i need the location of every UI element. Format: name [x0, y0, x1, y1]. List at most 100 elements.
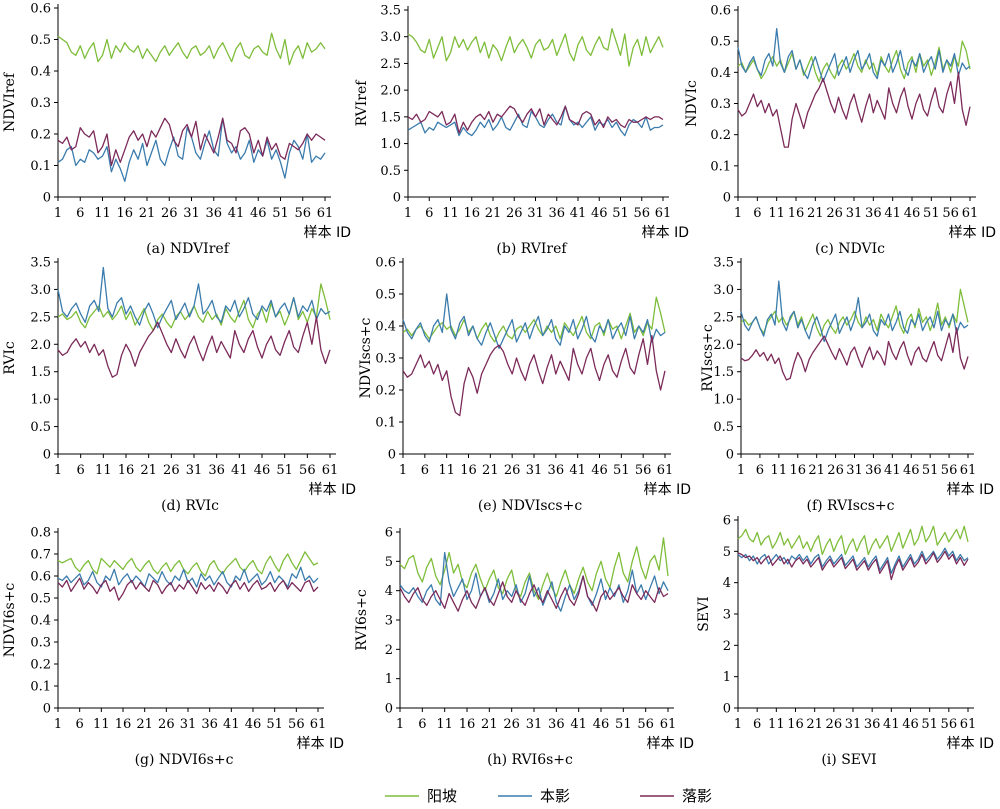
x-tick-label: 11: [438, 463, 455, 478]
x-tick-label: 6: [425, 206, 433, 221]
y-tick-label: 0.1: [710, 159, 731, 174]
y-axis-label: RVIc: [2, 341, 18, 375]
x-tick-label: 41: [569, 463, 586, 478]
y-tick-label: 2.5: [380, 57, 401, 72]
y-axis-label: SEVI: [696, 596, 712, 631]
x-tick-label: 21: [481, 717, 498, 732]
legend-label-cast: 落影: [682, 787, 712, 805]
x-tick-label: 31: [186, 463, 203, 478]
x-tick-label: 26: [826, 717, 843, 732]
x-tick-label: 36: [201, 717, 218, 732]
x-tick-label: 56: [633, 206, 650, 221]
x-tick-label: 6: [753, 206, 761, 221]
x-tick-label: 56: [294, 206, 311, 221]
chart-panel-e: 00.10.20.30.40.50.61 6 11 16 21 26 31 36 41 46 51 5…: [358, 256, 691, 515]
y-tick-label: 0.6: [30, 2, 51, 17]
y-tick-label: 1.5: [713, 365, 734, 380]
panel-caption: (e) NDVIscs+c: [478, 498, 582, 514]
x-tick-label: 46: [904, 206, 921, 221]
y-tick-label: 0: [43, 448, 51, 463]
x-tick-label: 36: [548, 206, 565, 221]
y-tick-label: 3.5: [30, 256, 51, 271]
y-tick-label: 1.0: [380, 137, 401, 152]
y-tick-label: 0.3: [710, 97, 731, 112]
series-line-sunny: [740, 288, 969, 337]
x-tick-label: 11: [93, 717, 110, 732]
x-tick-label: 36: [865, 463, 882, 478]
x-tick-label: 46: [593, 717, 610, 732]
y-tick-label: 1.5: [30, 365, 51, 380]
x-tick-label: 56: [942, 206, 959, 221]
x-tick-label: 11: [768, 206, 785, 221]
series-line-shadow: [740, 280, 969, 343]
x-tick-label: 11: [768, 717, 785, 732]
chart-panel-d: 00.51.01.52.02.53.03.51 6 11 16 21 26 31 36 41 46…: [2, 256, 356, 515]
x-tick-label: 16: [460, 463, 477, 478]
y-tick-label: 3.0: [30, 283, 51, 298]
x-tick-label: 21: [139, 206, 156, 221]
x-tick-label: 46: [245, 717, 262, 732]
x-tick-label: 31: [845, 717, 862, 732]
x-tick-label: 46: [591, 463, 608, 478]
x-tick-label: 36: [205, 206, 222, 221]
x-tick-label: 21: [136, 717, 153, 732]
x-tick-label: 56: [941, 717, 958, 732]
x-tick-label: 31: [183, 206, 200, 221]
x-tick-label: 46: [250, 206, 267, 221]
y-tick-label: 2.5: [30, 310, 51, 325]
y-tick-label: 1.0: [30, 393, 51, 408]
x-tick-label: 51: [923, 206, 940, 221]
x-axis-label: 样本 ID: [947, 736, 994, 752]
y-tick-label: 0: [43, 702, 51, 717]
y-tick-label: 0.4: [30, 614, 51, 629]
x-tick-label: 56: [941, 463, 958, 478]
x-tick-label: 61: [660, 717, 677, 732]
y-tick-label: 0.1: [375, 416, 396, 431]
x-tick-label: 41: [231, 463, 248, 478]
y-tick-label: 0.8: [30, 526, 51, 541]
y-tick-label: 1.5: [380, 110, 401, 125]
panel-caption: (b) RVIref: [496, 241, 568, 257]
x-tick-label: 26: [163, 463, 180, 478]
x-tick-label: 56: [299, 463, 316, 478]
x-tick-label: 6: [76, 717, 84, 732]
x-tick-label: 61: [657, 463, 674, 478]
y-tick-label: 0: [385, 702, 393, 717]
panel-caption: (h) RVI6s+c: [487, 752, 573, 768]
x-tick-label: 1: [737, 463, 745, 478]
x-tick-label: 16: [115, 717, 132, 732]
panel-caption: (g) NDVI6s+c: [135, 752, 234, 768]
chart-panel-c: 00.10.20.30.40.50.61 6 11 16 21 26 31 36 41 46 51 5…: [684, 4, 996, 258]
x-tick-label: 56: [635, 463, 652, 478]
y-tick-label: 0.3: [30, 96, 51, 111]
x-tick-label: 26: [503, 717, 520, 732]
x-tick-label: 36: [865, 206, 882, 221]
y-tick-label: 0.2: [375, 384, 396, 399]
x-tick-label: 16: [788, 206, 805, 221]
y-tick-label: 0: [388, 448, 396, 463]
chart-panel-g: 00.10.20.30.40.50.60.70.81 6 11 16 21 26 31 36 4…: [2, 526, 344, 769]
y-tick-label: 0.5: [713, 420, 734, 435]
x-tick-label: 11: [95, 463, 112, 478]
x-tick-label: 36: [548, 717, 565, 732]
legend: 阳坡 本影 落影: [385, 787, 712, 805]
x-tick-label: 21: [140, 463, 157, 478]
x-tick-label: 36: [864, 717, 881, 732]
x-tick-label: 31: [846, 463, 863, 478]
x-tick-label: 6: [76, 206, 84, 221]
x-tick-label: 51: [276, 463, 293, 478]
x-tick-label: 36: [208, 463, 225, 478]
x-tick-label: 6: [756, 463, 764, 478]
y-tick-label: 0: [43, 191, 51, 206]
y-tick-label: 0.3: [30, 636, 51, 651]
series-line-cast: [57, 577, 319, 601]
y-tick-label: 3.5: [380, 4, 401, 19]
x-axis-label: 样本 ID: [947, 482, 994, 498]
series-line-sunny: [399, 537, 669, 601]
x-tick-label: 1: [54, 463, 62, 478]
series-line-cast: [737, 71, 971, 148]
y-tick-label: 6: [385, 526, 393, 541]
x-tick-label: 41: [223, 717, 240, 732]
legend-label-sunny: 阳坡: [427, 787, 457, 805]
